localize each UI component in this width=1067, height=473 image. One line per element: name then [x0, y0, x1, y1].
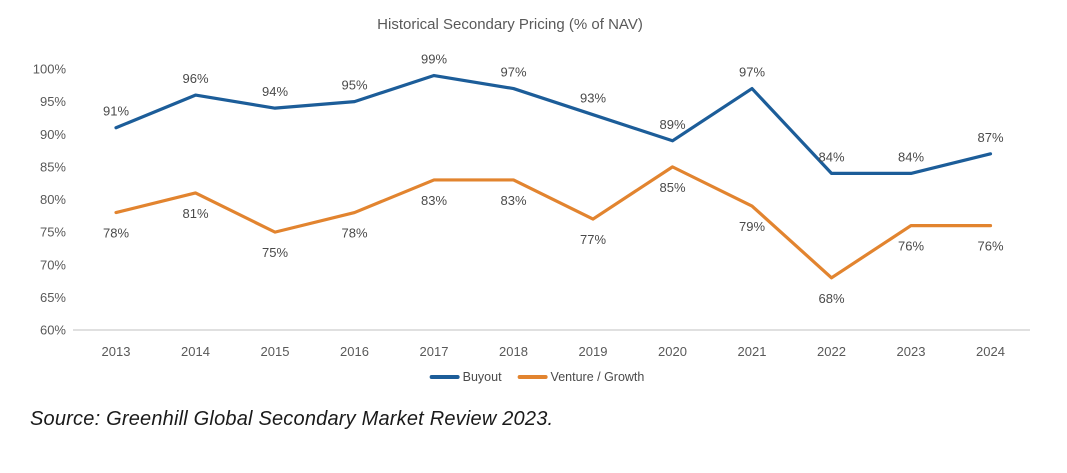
data-label: 83%: [421, 193, 447, 208]
legend-item-venture-growth: Venture / Growth: [517, 370, 645, 384]
data-label: 78%: [103, 226, 129, 241]
x-axis-tick-label: 2024: [976, 344, 1005, 359]
x-axis-tick-label: 2023: [897, 344, 926, 359]
data-label: 97%: [500, 65, 526, 80]
data-label: 76%: [977, 239, 1003, 254]
y-axis-tick-label: 95%: [40, 94, 66, 109]
venture-growth-legend-swatch-icon: [517, 375, 548, 379]
x-axis-tick-label: 2018: [499, 344, 528, 359]
y-axis-tick-label: 75%: [40, 225, 66, 240]
data-label: 75%: [262, 245, 288, 260]
y-axis-tick-label: 85%: [40, 159, 66, 174]
y-axis-tick-label: 60%: [40, 323, 66, 338]
x-axis-tick-label: 2019: [579, 344, 608, 359]
line-chart: 100% 95% 90% 85% 80% 75% 70% 65% 60% 2013 2014 2015…: [33, 52, 1030, 359]
x-axis-tick-label: 2021: [738, 344, 767, 359]
data-label: 97%: [739, 65, 765, 80]
data-label: 83%: [500, 193, 526, 208]
venture-growth-legend-label: Venture / Growth: [550, 370, 645, 384]
data-label: 78%: [341, 226, 367, 241]
buyout-legend-swatch-icon: [429, 375, 460, 379]
data-label: 77%: [580, 232, 606, 247]
data-label: 96%: [182, 71, 208, 86]
x-axis-tick-label: 2020: [658, 344, 687, 359]
data-label: 79%: [739, 219, 765, 234]
x-axis-tick-label: 2016: [340, 344, 369, 359]
legend-item-buyout: Buyout: [429, 370, 502, 384]
venture-growth-line: [114, 165, 993, 280]
x-axis-tick-label: 2022: [817, 344, 846, 359]
data-label: 85%: [659, 180, 685, 195]
data-label: 84%: [898, 149, 924, 164]
buyout-legend-label: Buyout: [462, 370, 502, 384]
x-axis-tick-label: 2017: [420, 344, 449, 359]
chart-title: Historical Secondary Pricing (% of NAV): [377, 16, 643, 33]
y-axis-tick-label: 80%: [40, 192, 66, 207]
source-note: Source: Greenhill Global Secondary Marke…: [30, 408, 554, 430]
x-axis-tick-label: 2015: [261, 344, 290, 359]
data-label: 68%: [818, 291, 844, 306]
y-axis-tick-label: 65%: [40, 290, 66, 305]
data-label: 87%: [977, 130, 1003, 145]
data-label: 81%: [182, 206, 208, 221]
x-axis-tick-label: 2014: [181, 344, 210, 359]
data-label: 76%: [898, 239, 924, 254]
data-label: 95%: [341, 78, 367, 93]
buyout-line: [114, 73, 993, 175]
y-axis-tick-label: 100%: [33, 62, 67, 77]
data-label: 93%: [580, 91, 606, 106]
data-label: 91%: [103, 104, 129, 119]
data-label: 94%: [262, 84, 288, 99]
data-label: 99%: [421, 52, 447, 67]
x-axis-tick-label: 2013: [102, 344, 131, 359]
y-axis-tick-label: 70%: [40, 257, 66, 272]
data-label: 84%: [818, 149, 844, 164]
y-axis-tick-label: 90%: [40, 127, 66, 142]
legend: Buyout Venture / Growth: [429, 370, 645, 384]
data-label: 89%: [659, 117, 685, 132]
